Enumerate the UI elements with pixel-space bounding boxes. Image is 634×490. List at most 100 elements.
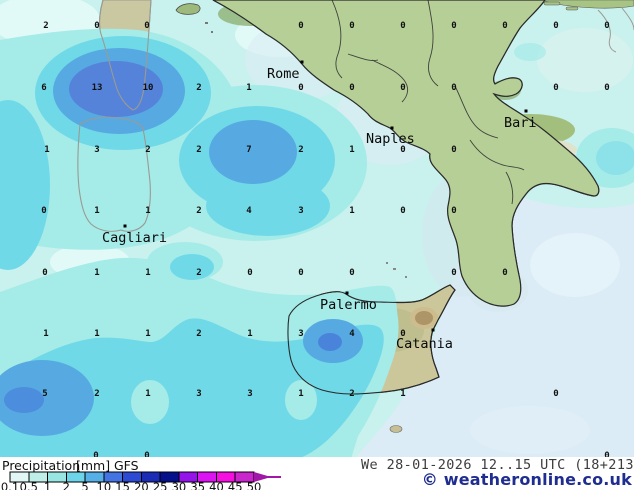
grid-value: 1 [349, 145, 354, 155]
grid-value: 0 [94, 21, 99, 31]
aeolian-islets [386, 262, 407, 278]
grid-value: 2 [349, 389, 354, 399]
grid-value: 3 [298, 206, 303, 216]
color-scale-bar: 0.1 0.5 1 2 5 10 15 20 25 30 35 40 45 50 [1, 471, 282, 490]
grid-value: 1 [298, 389, 303, 399]
grid-value: 0 [502, 21, 507, 31]
scale-tick-label: 15 [115, 480, 130, 490]
grid-value: 0 [451, 145, 456, 155]
grid-value: 0 [553, 389, 558, 399]
grid-value: 1 [349, 206, 354, 216]
islet [205, 22, 208, 24]
pale-patch [530, 233, 620, 297]
grid-numbers: 2 0 0 0 0 0 0 0 0 06 13 10 2 1 0 0 0 0 0 01 3 2 2 7 2 1 0 00 1 1 2 4 3 1 0… [41, 21, 609, 461]
grid-value: 0 [400, 206, 405, 216]
grid-value: 0 [93, 451, 98, 461]
scale-tick-label: 20 [134, 480, 149, 490]
grid-value: 0 [553, 21, 558, 31]
legend-model: GFS [114, 458, 139, 473]
grid-value: 3 [298, 329, 303, 339]
grid-value: 0 [451, 83, 456, 93]
scale-tick-label: 0.5 [20, 480, 38, 490]
city-dot [431, 328, 435, 332]
grid-value: 3 [196, 389, 201, 399]
grid-value: 0 [400, 145, 405, 155]
grid-value: 1 [145, 389, 150, 399]
region-borders [331, 0, 525, 205]
grid-value: 0 [298, 21, 303, 31]
grid-value: 2 [43, 21, 48, 31]
grid-value: 0 [451, 206, 456, 216]
grid-value: 0 [349, 268, 354, 278]
grid-value: 4 [349, 329, 355, 339]
city-dot [300, 60, 304, 64]
grid-value: 2 [298, 145, 303, 155]
grid-value: 13 [92, 83, 103, 93]
grid-value: 0 [400, 329, 405, 339]
city-label: Rome [267, 66, 300, 82]
grid-value: 1 [94, 329, 99, 339]
grid-value: 2 [196, 83, 201, 93]
grid-value: 7 [246, 145, 251, 155]
grid-value: 0 [400, 83, 405, 93]
grid-value: 2 [145, 145, 150, 155]
city-label: Naples [366, 131, 415, 147]
malta-island [389, 425, 403, 433]
grid-value: 0 [144, 21, 149, 31]
grid-value: 1 [400, 389, 405, 399]
grid-value: 0 [144, 451, 149, 461]
grid-value: 1 [145, 268, 150, 278]
precipitation-map: 2 0 0 0 0 0 0 0 0 06 13 10 2 1 0 0 0 0 0 01 3 2 2 7 2 1 0 00 1 1 2 4 3 1 0… [0, 0, 634, 462]
grid-value: 1 [247, 329, 252, 339]
scale-tick-label: 10 [97, 480, 112, 490]
scale-tick-label: 5 [81, 480, 88, 490]
grid-value: 2 [196, 145, 201, 155]
scale-tick-label: 30 [172, 480, 187, 490]
city-label: Palermo [320, 297, 377, 313]
scale-tick-label: 0.1 [1, 480, 19, 490]
grid-value: 0 [349, 21, 354, 31]
legend-title: Precipitation [2, 458, 81, 473]
grid-value: 1 [94, 268, 99, 278]
grid-value: 0 [42, 268, 47, 278]
city-dot [345, 291, 349, 295]
grid-value: 0 [247, 268, 252, 278]
city-label: Cagliari [102, 230, 167, 246]
scale-tick-label: 45 [228, 480, 243, 490]
grid-value: 0 [41, 206, 46, 216]
scale-tick-label: 1 [44, 480, 51, 490]
grid-value: 1 [94, 206, 99, 216]
grid-value: 10 [143, 83, 154, 93]
grid-value: 5 [42, 389, 47, 399]
pale-patch [470, 406, 590, 454]
grid-value: 2 [196, 329, 201, 339]
grid-value: 1 [246, 83, 251, 93]
grid-value: 0 [502, 268, 507, 278]
grid-value: 2 [196, 268, 201, 278]
scale-tick-label: 25 [153, 480, 168, 490]
scale-tick-label: 35 [190, 480, 205, 490]
grid-value: 3 [94, 145, 99, 155]
precip-hole [285, 380, 317, 420]
grid-value: 3 [247, 389, 252, 399]
balkan-coast [539, 0, 634, 53]
grid-value: 0 [298, 83, 303, 93]
grid-value: 0 [451, 21, 456, 31]
grid-value: 0 [604, 451, 609, 461]
city-label: Catania [396, 336, 453, 352]
grid-value: 0 [553, 83, 558, 93]
grid-value: 0 [451, 268, 456, 278]
legend-unit: [mm] [76, 458, 111, 473]
grid-value: 1 [145, 206, 150, 216]
grid-value: 0 [298, 268, 303, 278]
city-label: Bari [504, 115, 537, 131]
grid-value: 1 [44, 145, 49, 155]
islet [211, 31, 213, 33]
grid-value: 1 [145, 329, 150, 339]
scale-tick-label: 50 [247, 480, 262, 490]
city-dot [390, 126, 394, 130]
grid-value: 0 [349, 83, 354, 93]
scale-arrow [254, 472, 272, 482]
grid-value: 2 [196, 206, 201, 216]
scale-tick-label: 40 [209, 480, 224, 490]
